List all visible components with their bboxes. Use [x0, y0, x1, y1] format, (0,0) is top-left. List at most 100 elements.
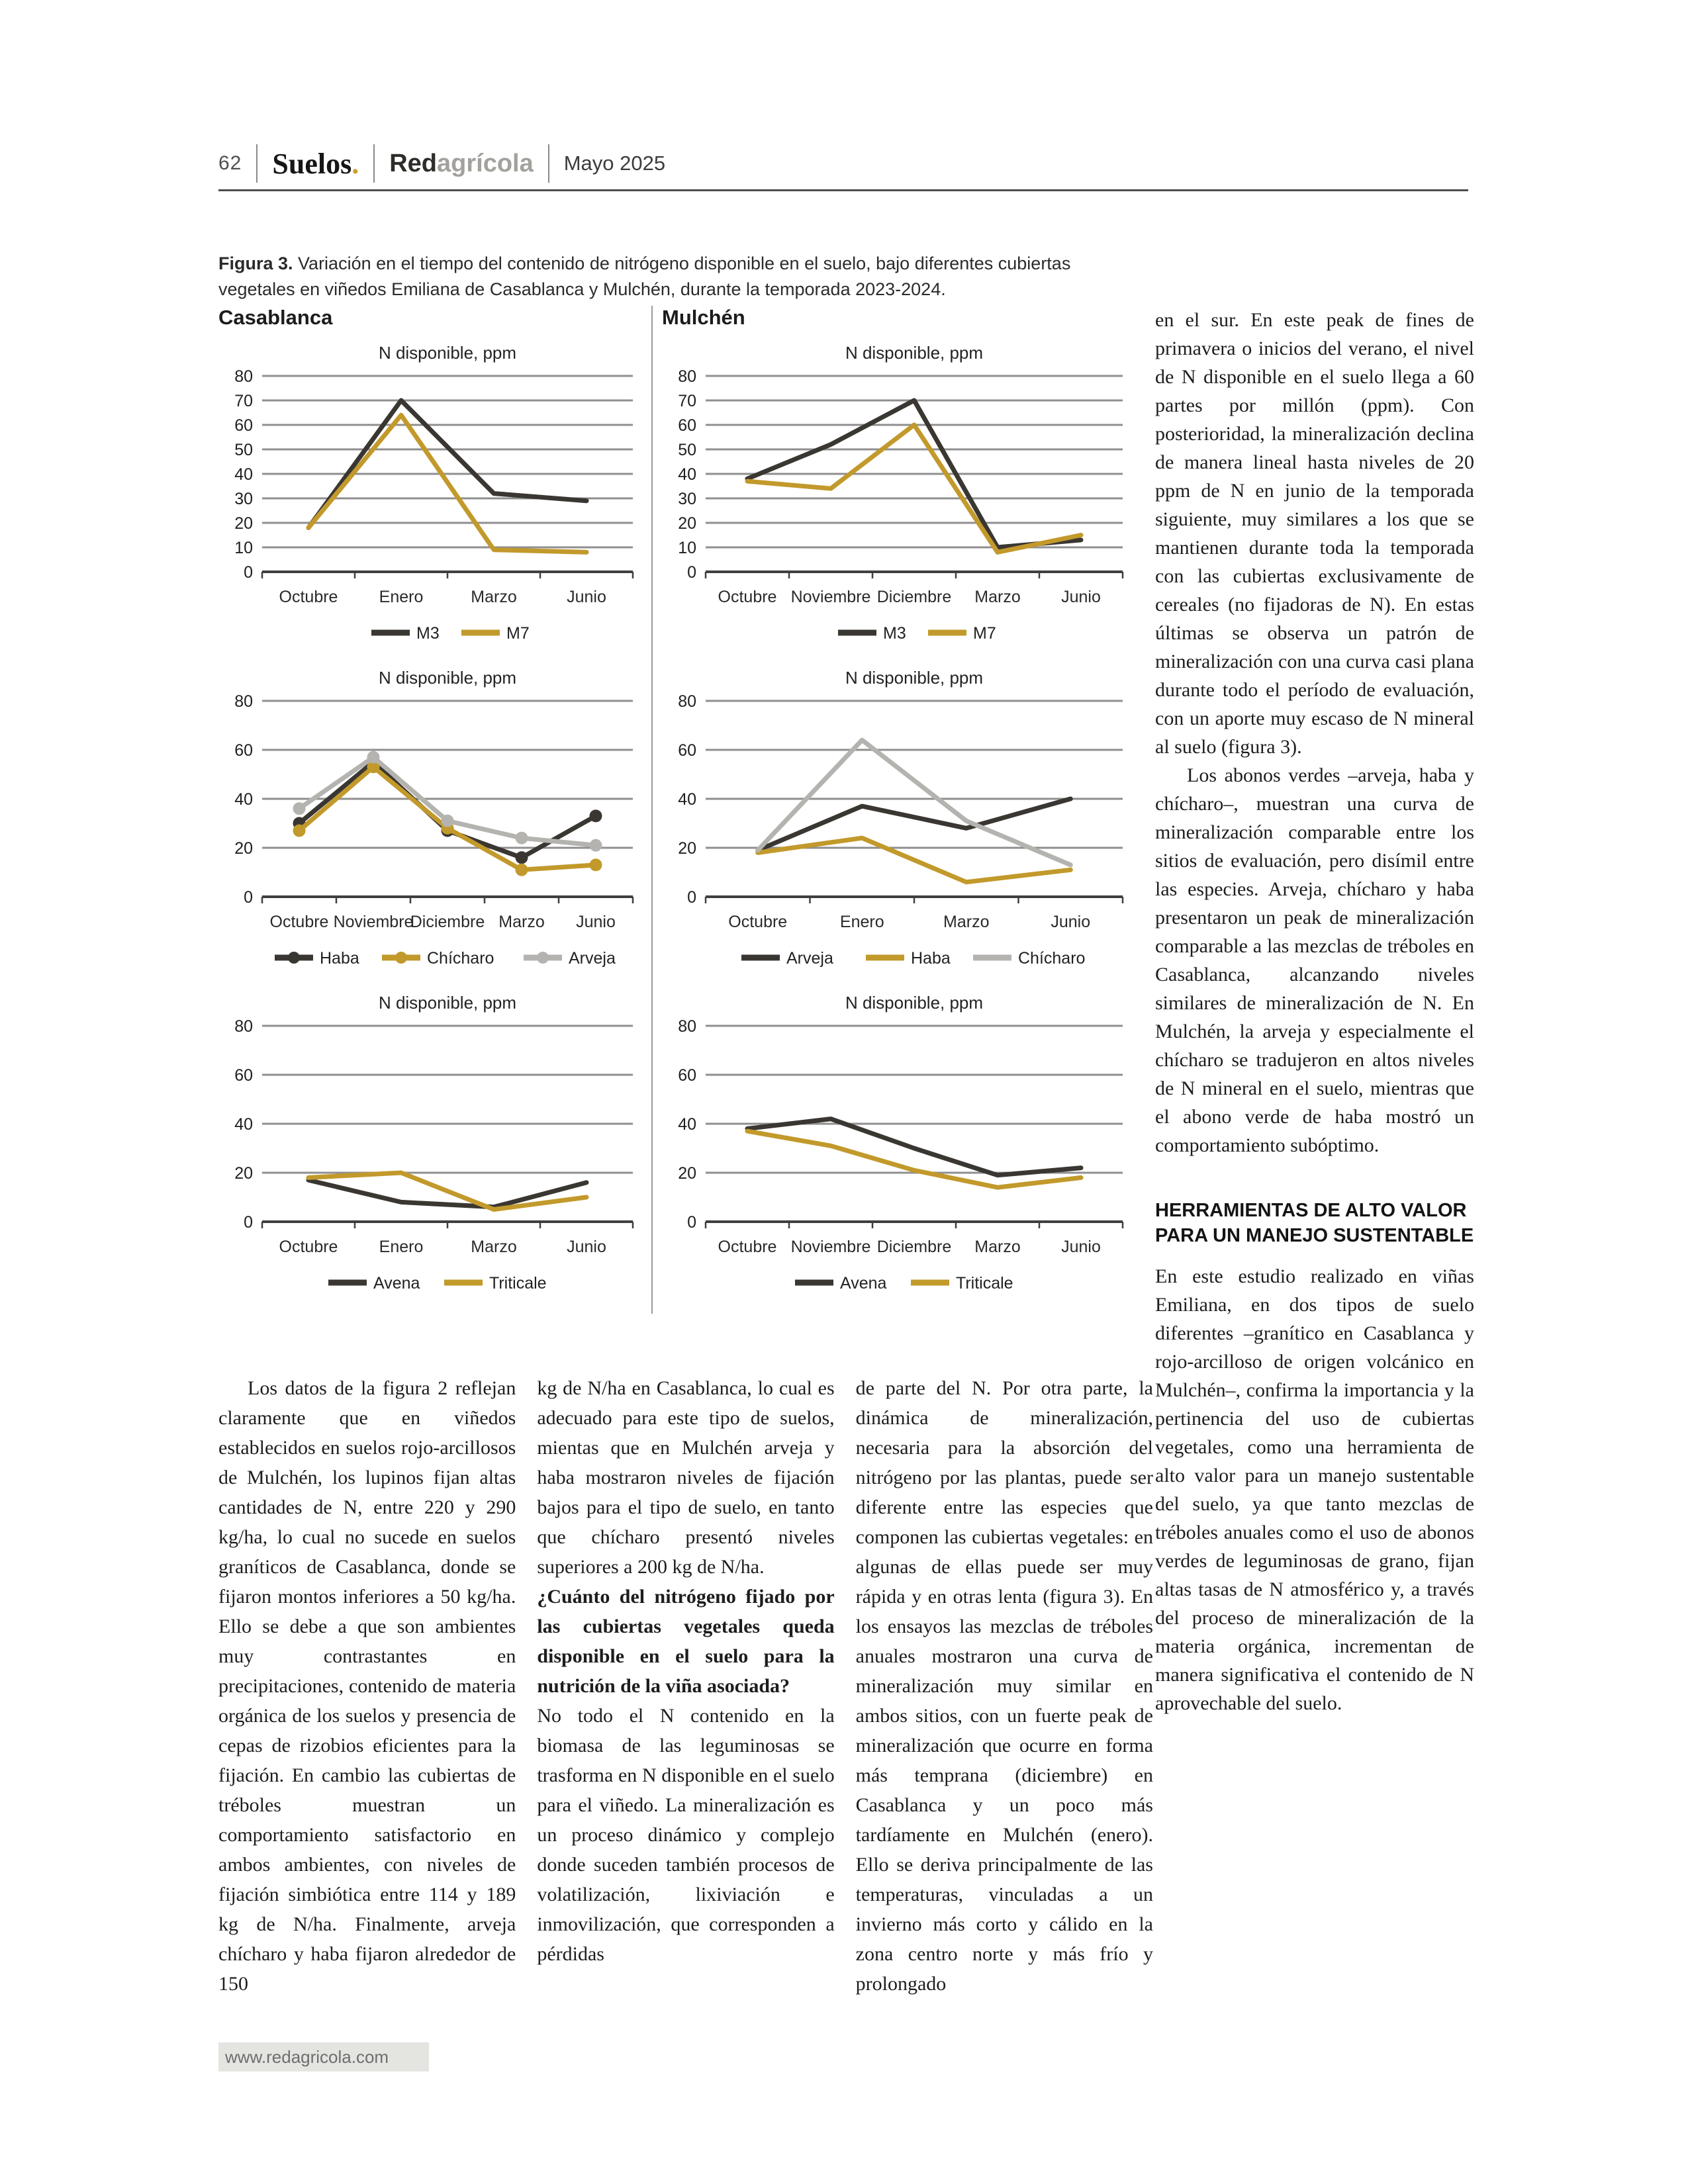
- svg-text:Junio: Junio: [1061, 588, 1101, 606]
- figure-3-charts: Casablanca N disponible, ppm 0 10 20 30 40 50 6…: [218, 306, 1132, 1314]
- svg-text:80: 80: [678, 1017, 696, 1036]
- line-chart-casablanca-mixes: N disponible, ppm 0 10 20 30 40 50 60 70 80 Octubr…: [218, 339, 642, 653]
- svg-text:Noviembre: Noviembre: [334, 913, 414, 931]
- rail-paragraph-1: en el sur. En este peak de fines de prim…: [1155, 309, 1474, 758]
- svg-text:Octubre: Octubre: [270, 913, 329, 931]
- svg-text:M7: M7: [973, 624, 996, 643]
- svg-text:Avena: Avena: [840, 1274, 887, 1293]
- svg-text:10: 10: [678, 539, 696, 557]
- svg-text:0: 0: [687, 563, 696, 582]
- section-title-text: Suelos: [272, 147, 352, 180]
- section-title: Suelos.: [272, 147, 359, 181]
- svg-text:40: 40: [234, 465, 253, 484]
- section-accent-dot: .: [352, 147, 359, 180]
- header-divider: [256, 144, 258, 183]
- svg-text:Enero: Enero: [379, 1238, 424, 1256]
- svg-text:N disponible, ppm: N disponible, ppm: [845, 668, 983, 688]
- svg-text:M3: M3: [883, 624, 906, 643]
- page-header: 62 Suelos. Redagrícola Mayo 2025: [218, 144, 1468, 183]
- svg-text:70: 70: [234, 392, 253, 410]
- svg-text:40: 40: [234, 1115, 253, 1134]
- svg-text:80: 80: [678, 692, 696, 711]
- brand-logo-light: agrícola: [437, 149, 534, 177]
- svg-text:Junio: Junio: [576, 913, 616, 931]
- svg-text:40: 40: [234, 790, 253, 809]
- line-chart-casablanca-legumes: N disponible, ppm 0 20 40 60 80 Octubre Noviemb…: [218, 664, 642, 978]
- svg-text:Junio: Junio: [567, 588, 606, 606]
- chart-column-mulchen: Mulchén N disponible, ppm 0 10 20 30 40 50 60 70…: [662, 306, 1132, 1314]
- svg-text:40: 40: [678, 465, 696, 484]
- svg-text:Octubre: Octubre: [728, 913, 787, 931]
- brand-logo-bold: Red: [389, 149, 437, 177]
- svg-text:40: 40: [678, 790, 696, 809]
- figure-caption: Figura 3. Variación en el tiempo del con…: [218, 251, 1139, 302]
- footer-bar: www.redagricola.com: [218, 2042, 429, 2071]
- svg-text:Chícharo: Chícharo: [1018, 949, 1085, 968]
- header-divider: [547, 144, 549, 183]
- svg-text:N disponible, ppm: N disponible, ppm: [379, 993, 516, 1013]
- body-column-1: Los datos de la figura 2 reflejan claram…: [218, 1373, 516, 2028]
- chart-columns-divider: [651, 306, 653, 1314]
- svg-text:N disponible, ppm: N disponible, ppm: [379, 343, 516, 363]
- body-column-2: kg de N/ha en Casablanca, lo cual es ade…: [537, 1373, 834, 2028]
- svg-text:60: 60: [234, 1066, 253, 1085]
- svg-text:60: 60: [678, 741, 696, 760]
- svg-text:Diciembre: Diciembre: [410, 913, 485, 931]
- svg-text:0: 0: [244, 563, 253, 582]
- svg-text:80: 80: [234, 1017, 253, 1036]
- svg-text:Marzo: Marzo: [471, 588, 516, 606]
- svg-text:20: 20: [678, 1164, 696, 1183]
- chart-column-casablanca: Casablanca N disponible, ppm 0 10 20 30 40 50 6…: [218, 306, 642, 1314]
- subheading-herramientas: HERRAMIENTAS DE ALTO VALOR PARA UN MANEJ…: [1155, 1200, 1474, 1247]
- svg-text:60: 60: [234, 416, 253, 435]
- svg-text:Octubre: Octubre: [279, 1238, 338, 1256]
- svg-text:20: 20: [234, 514, 253, 533]
- svg-text:Octubre: Octubre: [279, 588, 338, 606]
- svg-text:20: 20: [234, 839, 253, 858]
- svg-text:N disponible, ppm: N disponible, ppm: [845, 993, 983, 1013]
- rail-paragraph-3: En este estudio realizado en viñas Emili…: [1155, 1265, 1474, 1714]
- page-number: 62: [218, 152, 242, 174]
- svg-text:30: 30: [234, 490, 253, 508]
- body-paragraph-col3: de parte del N. Por otra parte, la dinám…: [855, 1377, 1153, 1995]
- svg-text:M3: M3: [416, 624, 440, 643]
- footer-url: www.redagricola.com: [225, 2046, 389, 2067]
- svg-text:Avena: Avena: [373, 1274, 420, 1293]
- svg-text:Haba: Haba: [320, 949, 359, 968]
- svg-text:M7: M7: [506, 624, 530, 643]
- svg-text:0: 0: [244, 888, 253, 907]
- header-divider: [373, 144, 375, 183]
- svg-text:60: 60: [678, 1066, 696, 1085]
- body-paragraph-col2-a: kg de N/ha en Casablanca, lo cual es ade…: [537, 1377, 835, 1578]
- svg-text:Enero: Enero: [840, 913, 884, 931]
- svg-text:Haba: Haba: [911, 949, 951, 968]
- issue-date: Mayo 2025: [563, 152, 666, 175]
- svg-text:80: 80: [234, 367, 253, 386]
- svg-text:Junio: Junio: [567, 1238, 606, 1256]
- figure-caption-text: Variación en el tiempo del contenido de …: [218, 253, 1071, 300]
- svg-text:N disponible, ppm: N disponible, ppm: [379, 668, 516, 688]
- svg-text:Marzo: Marzo: [498, 913, 544, 931]
- svg-text:60: 60: [678, 416, 696, 435]
- line-chart-casablanca-cereals: N disponible, ppm 0 20 40 60 80 Octubre Enero Ma…: [218, 989, 642, 1303]
- svg-text:Junio: Junio: [1051, 913, 1090, 931]
- svg-text:Noviembre: Noviembre: [791, 1238, 871, 1256]
- svg-text:70: 70: [678, 392, 696, 410]
- svg-text:30: 30: [678, 490, 696, 508]
- svg-text:Diciembre: Diciembre: [877, 1238, 952, 1256]
- svg-text:Junio: Junio: [1061, 1238, 1101, 1256]
- svg-text:Arveja: Arveja: [786, 949, 833, 968]
- svg-text:40: 40: [678, 1115, 696, 1134]
- svg-text:Marzo: Marzo: [974, 588, 1020, 606]
- svg-text:Marzo: Marzo: [471, 1238, 516, 1256]
- svg-text:Triticale: Triticale: [956, 1274, 1013, 1293]
- right-text-column: en el sur. En este peak de fines de prim…: [1155, 306, 1474, 2026]
- svg-text:80: 80: [678, 367, 696, 386]
- svg-text:Marzo: Marzo: [943, 913, 989, 931]
- svg-text:0: 0: [687, 888, 696, 907]
- svg-text:0: 0: [244, 1213, 253, 1232]
- svg-text:20: 20: [678, 839, 696, 858]
- svg-text:Triticale: Triticale: [489, 1274, 547, 1293]
- svg-text:50: 50: [234, 441, 253, 459]
